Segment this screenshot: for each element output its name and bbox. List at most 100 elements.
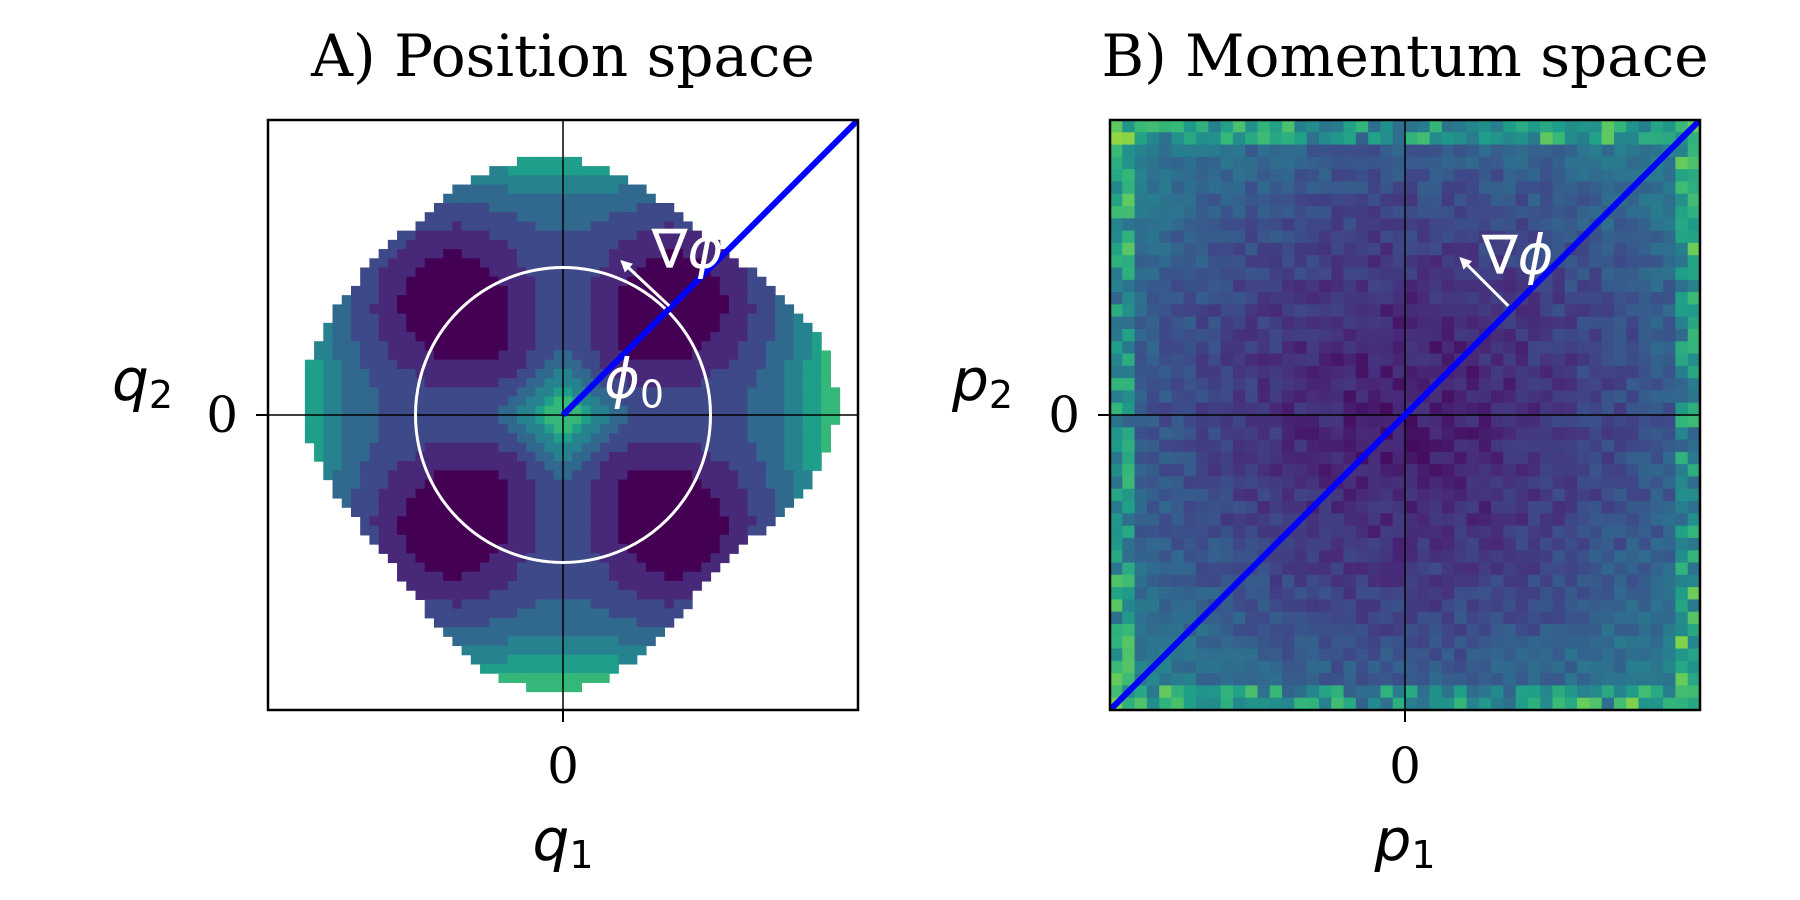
panel-b-heatmap-cell: [1564, 402, 1578, 416]
panel-a-contour-cell: [664, 599, 675, 610]
panel-a-contour-cell: [673, 249, 684, 259]
panel-b-heatmap-cell: [1466, 587, 1480, 600]
panel-b-heatmap-cell: [1208, 181, 1222, 195]
panel-b-heatmap-cell: [1183, 132, 1197, 146]
panel-a-contour-cell: [802, 322, 813, 333]
panel-a-contour-cell: [655, 249, 666, 259]
panel-a-contour-cell: [406, 396, 417, 407]
panel-b-heatmap-cell: [1454, 341, 1468, 355]
panel-a-contour-cell: [350, 313, 361, 324]
panel-b-heatmap-cell: [1687, 464, 1700, 478]
panel-b-heatmap-cell: [1282, 328, 1295, 342]
panel-b-heatmap-cell: [1613, 464, 1627, 478]
panel-b-heatmap-cell: [1122, 156, 1136, 170]
panel-a-contour-cell: [433, 553, 444, 564]
panel-a-contour-cell: [507, 645, 518, 656]
panel-b-heatmap-cell: [1478, 402, 1492, 416]
panel-a-contour-cell: [397, 276, 407, 287]
panel-a-contour-cell: [599, 645, 610, 656]
panel-b-heatmap-cell: [1675, 304, 1689, 318]
panel-b-heatmap-cell: [1552, 402, 1566, 416]
panel-a-contour-cell: [673, 258, 684, 269]
panel-a-contour-cell: [682, 230, 693, 241]
panel-b-heatmap-cell: [1282, 193, 1295, 207]
panel-b-heatmap-cell: [1613, 255, 1627, 269]
panel-b-heatmap-cell: [1220, 292, 1234, 305]
panel-b-heatmap-cell: [1675, 341, 1689, 355]
panel-b-heatmap-cell: [1527, 673, 1541, 687]
panel-a-contour-cell: [738, 387, 748, 398]
panel-a-contour-cell: [516, 488, 527, 499]
panel-a-contour-cell: [544, 599, 555, 610]
panel-a-contour-cell: [572, 313, 583, 324]
panel-b-heatmap-cell: [1122, 550, 1136, 564]
panel-a-contour-cell: [821, 396, 831, 407]
panel-b-heatmap-cell: [1515, 464, 1529, 478]
panel-a-contour-cell: [802, 378, 813, 388]
panel-b-heatmap-cell: [1355, 673, 1369, 687]
panel-a-contour-cell: [507, 276, 518, 287]
panel-a-contour-cell: [738, 442, 748, 453]
panel-b-heatmap-cell: [1663, 402, 1677, 416]
panel-a-contour-cell: [544, 239, 555, 250]
panel-b-heatmap-cell: [1441, 341, 1455, 355]
panel-b-heatmap-cell: [1282, 242, 1295, 256]
panel-b-heatmap-cell: [1159, 599, 1173, 613]
panel-b-heatmap-cell: [1122, 697, 1136, 710]
panel-b-heatmap-cell: [1380, 169, 1394, 183]
panel-b-heatmap-cell: [1577, 673, 1590, 687]
panel-b-heatmap-cell: [1110, 353, 1123, 367]
panel-b-heatmap-cell: [1232, 427, 1246, 441]
panel-b-heatmap-cell: [1589, 464, 1603, 478]
panel-a-contour-cell: [563, 534, 573, 545]
panel-a-contour-cell: [544, 627, 555, 637]
panel-b-heatmap-cell: [1405, 476, 1418, 490]
panel-a-contour-cell: [433, 285, 444, 296]
panel-b-heatmap-cell: [1491, 587, 1504, 600]
panel-a-contour-cell: [719, 304, 730, 315]
panel-b-heatmap-cell: [1441, 648, 1455, 662]
panel-a-contour-cell: [507, 295, 518, 305]
panel-a-contour-cell: [609, 230, 619, 241]
panel-b-heatmap-cell: [1331, 574, 1345, 588]
panel-b-heatmap-cell: [1650, 378, 1664, 392]
panel-a-contour-cell: [572, 276, 583, 287]
panel-b-heatmap-cell: [1269, 648, 1283, 662]
panel-b-heatmap-cell: [1613, 537, 1627, 551]
panel-b-heatmap-cell: [1257, 451, 1271, 465]
panel-a-contour-cell: [341, 451, 352, 462]
panel-a-contour-cell: [415, 350, 426, 361]
panel-a-contour-cell: [701, 451, 712, 462]
panel-a-contour-cell: [489, 562, 500, 573]
panel-b-heatmap-cell: [1355, 513, 1369, 527]
panel-a-contour-cell: [406, 239, 417, 250]
panel-b-heatmap-cell: [1380, 550, 1394, 564]
panel-b-heatmap-cell: [1441, 402, 1455, 416]
panel-b-heatmap-cell: [1159, 697, 1173, 710]
panel-a-contour-cell: [682, 534, 693, 545]
panel-a-contour-cell: [599, 599, 610, 610]
panel-b-heatmap-cell: [1613, 279, 1627, 293]
panel-a-contour-cell: [609, 451, 619, 462]
panel-a-contour-cell: [553, 249, 564, 259]
panel-b-heatmap-cell: [1663, 193, 1677, 207]
panel-a-contour-cell: [304, 424, 315, 435]
panel-a-contour-cell: [433, 479, 444, 490]
panel-a-contour-cell: [775, 332, 785, 342]
panel-a-contour-cell: [701, 461, 712, 471]
panel-a-contour-cell: [627, 534, 638, 545]
panel-a-contour-cell: [599, 433, 610, 444]
panel-b-heatmap-cell: [1306, 476, 1320, 490]
panel-b-heatmap-cell: [1491, 464, 1504, 478]
panel-b-heatmap-cell: [1245, 451, 1259, 465]
panel-a-contour-cell: [682, 405, 693, 416]
panel-a-contour-cell: [480, 184, 490, 195]
panel-a-contour-cell: [811, 359, 822, 370]
panel-a-contour-cell: [369, 424, 380, 435]
panel-a-contour-cell: [415, 516, 426, 527]
panel-b-heatmap-cell: [1405, 267, 1418, 281]
panel-b-heatmap-cell: [1675, 328, 1689, 342]
panel-b-heatmap-cell: [1527, 574, 1541, 588]
panel-b-heatmap-cell: [1196, 415, 1209, 428]
panel-b-heatmap-cell: [1417, 181, 1431, 195]
